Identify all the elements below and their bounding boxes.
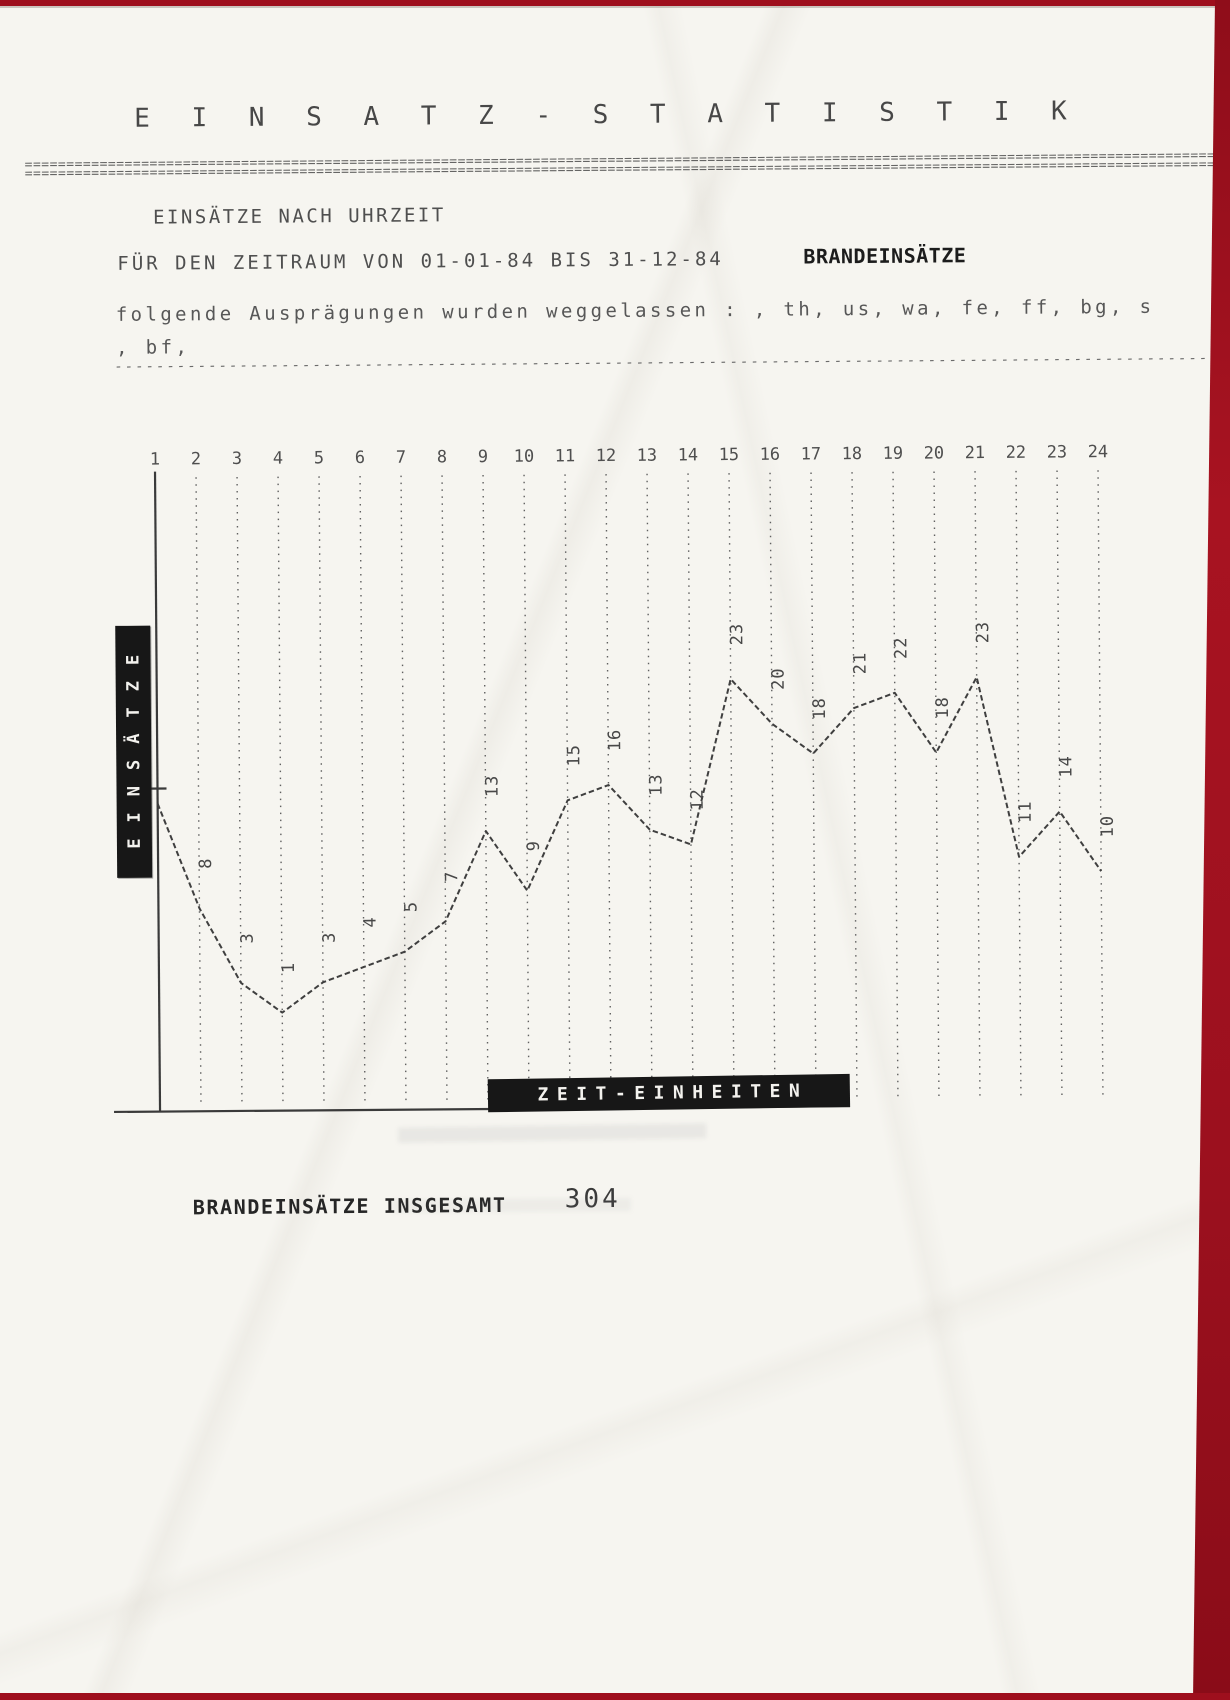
x-tick-label: 13 <box>636 445 658 466</box>
vertical-gridline <box>646 473 653 1104</box>
data-point-label: 14 <box>1056 755 1077 778</box>
x-tick-label: 8 <box>436 447 448 468</box>
data-point-label: 22 <box>891 636 912 660</box>
x-tick-label: 21 <box>964 443 986 464</box>
vertical-gridline <box>236 476 243 1107</box>
vertical-gridline <box>892 471 899 1102</box>
data-point-label: 7 <box>442 870 463 882</box>
data-point-label: 1 <box>278 961 299 974</box>
x-tick-label: 12 <box>595 445 617 467</box>
data-point-label: 12 <box>687 788 708 811</box>
data-point-label: 3 <box>237 932 258 944</box>
vertical-gridline <box>1056 470 1063 1101</box>
data-point-label: 23 <box>973 620 994 644</box>
vertical-gridline <box>974 471 981 1102</box>
x-tick-label: 3 <box>231 448 243 469</box>
x-tick-label: 22 <box>1005 442 1027 463</box>
data-point-label: 4 <box>360 916 381 928</box>
vertical-gridline <box>195 477 202 1108</box>
data-point-label: 20 <box>768 667 789 691</box>
vertical-gridline <box>605 474 612 1105</box>
vertical-gridline <box>523 474 530 1105</box>
x-tick-label: 17 <box>800 444 822 465</box>
y-axis-label-bar: EINSÄTZE <box>115 625 153 878</box>
data-point-label: 18 <box>932 696 953 719</box>
x-tick-label: 1 <box>149 449 161 470</box>
scan-edge-top <box>0 0 1230 6</box>
data-point-label: 23 <box>727 622 748 646</box>
x-tick-label: 11 <box>554 446 576 467</box>
data-point-label: 18 <box>809 697 830 720</box>
vertical-gridline <box>359 475 366 1106</box>
x-tick-label: 16 <box>759 444 781 465</box>
data-point-label: 16 <box>605 728 626 752</box>
x-tick-label: 7 <box>395 447 407 468</box>
x-tick-label: 2 <box>190 449 202 470</box>
vertical-gridline <box>277 476 284 1107</box>
data-line <box>156 676 1103 1014</box>
vertical-gridline <box>933 471 940 1102</box>
data-point-label: 10 <box>1097 814 1118 838</box>
vertical-gridline <box>810 472 817 1103</box>
x-tick-label: 15 <box>718 445 740 466</box>
data-point-label: 13 <box>646 773 667 796</box>
x-tick-label: 19 <box>882 443 904 464</box>
bleed-through-artifact <box>392 1197 631 1213</box>
vertical-gridline <box>318 476 325 1107</box>
x-axis-label-bar: ZEIT-EINHEITEN <box>487 1073 851 1113</box>
x-tick-label: 20 <box>923 443 945 464</box>
x-tick-label: 23 <box>1046 442 1068 463</box>
x-tick-label: 10 <box>513 446 535 467</box>
vertical-gridline <box>769 472 776 1103</box>
x-axis-label: ZEIT-EINHEITEN <box>537 1080 809 1106</box>
vertical-gridline <box>1097 470 1104 1101</box>
x-tick-label: 9 <box>477 446 489 468</box>
y-axis-label: EINSÄTZE <box>122 638 145 849</box>
vertical-gridline <box>687 473 694 1104</box>
x-tick-label: 5 <box>313 448 325 469</box>
scan-edge-bottom <box>0 1693 1230 1700</box>
data-point-label: 3 <box>319 931 340 943</box>
x-tick-label: 6 <box>354 447 366 469</box>
data-point-label: 11 <box>1015 800 1036 824</box>
x-tick-label: 14 <box>677 445 699 466</box>
vertical-gridline <box>482 475 489 1106</box>
x-tick-label: 4 <box>272 448 284 469</box>
data-point-label: 9 <box>523 839 545 852</box>
data-point-label: 13 <box>482 774 503 798</box>
vertical-gridline <box>441 475 448 1106</box>
x-tick-label: 24 <box>1087 442 1109 463</box>
x-tick-label: 18 <box>841 444 863 465</box>
vertical-gridline <box>728 473 735 1104</box>
data-point-label: 15 <box>564 743 585 767</box>
vertical-gridline <box>1015 470 1022 1101</box>
vertical-gridline <box>564 474 571 1105</box>
vertical-gridline <box>400 475 407 1106</box>
y-axis-line <box>153 471 162 1112</box>
data-point-label: 5 <box>401 900 422 913</box>
data-point-label: 21 <box>850 651 871 675</box>
data-point-label: 8 <box>196 857 217 869</box>
vertical-gridline <box>851 472 858 1103</box>
